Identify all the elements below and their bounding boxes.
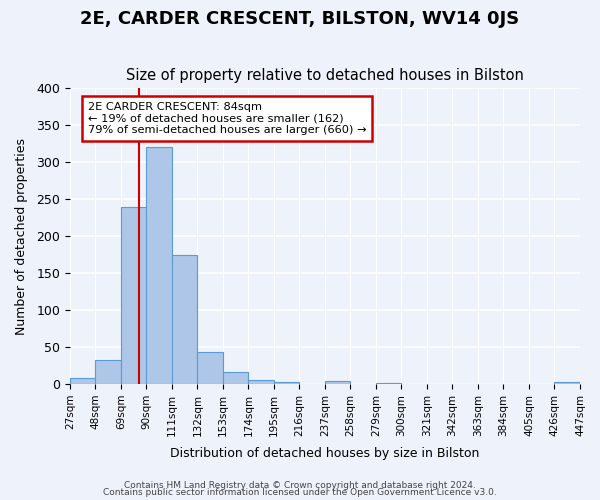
Bar xyxy=(70,378,95,384)
Bar xyxy=(274,382,299,384)
Text: Contains HM Land Registry data © Crown copyright and database right 2024.: Contains HM Land Registry data © Crown c… xyxy=(124,480,476,490)
Bar xyxy=(172,254,197,384)
Bar xyxy=(146,148,172,384)
Title: Size of property relative to detached houses in Bilston: Size of property relative to detached ho… xyxy=(126,68,524,83)
Bar xyxy=(554,382,580,384)
Bar xyxy=(121,206,146,384)
X-axis label: Distribution of detached houses by size in Bilston: Distribution of detached houses by size … xyxy=(170,447,479,460)
Bar xyxy=(376,382,401,384)
Bar xyxy=(95,360,121,384)
Text: 2E CARDER CRESCENT: 84sqm
← 19% of detached houses are smaller (162)
79% of semi: 2E CARDER CRESCENT: 84sqm ← 19% of detac… xyxy=(88,102,366,135)
Text: 2E, CARDER CRESCENT, BILSTON, WV14 0JS: 2E, CARDER CRESCENT, BILSTON, WV14 0JS xyxy=(80,10,520,28)
Bar xyxy=(223,372,248,384)
Bar xyxy=(248,380,274,384)
Bar xyxy=(197,352,223,384)
Y-axis label: Number of detached properties: Number of detached properties xyxy=(15,138,28,334)
Bar xyxy=(325,381,350,384)
Text: Contains public sector information licensed under the Open Government Licence v3: Contains public sector information licen… xyxy=(103,488,497,497)
